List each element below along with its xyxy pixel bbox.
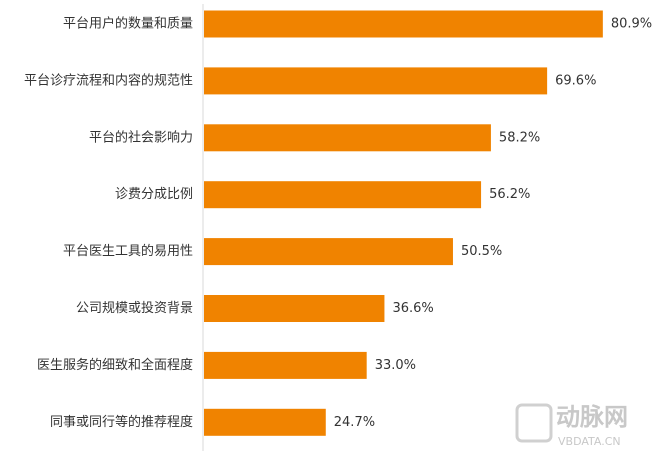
category-label: 同事或同行等的推荐程度 [50, 414, 193, 430]
watermark-name: 动脉网 [556, 403, 628, 431]
value-label: 58.2% [499, 130, 540, 145]
value-label: 50.5% [461, 244, 502, 259]
watermark-logo [515, 403, 553, 443]
bar [204, 124, 491, 152]
category-label: 平台诊疗流程和内容的规范性 [24, 72, 193, 88]
value-label: 80.9% [611, 17, 652, 32]
bar [204, 408, 326, 436]
value-label: 33.0% [375, 358, 416, 373]
value-label: 24.7% [334, 415, 375, 430]
bar [204, 67, 548, 95]
category-label: 公司规模或投资背景 [76, 300, 193, 316]
bar [204, 238, 453, 266]
value-label: 56.2% [489, 187, 530, 202]
category-label: 诊费分成比例 [115, 187, 193, 202]
value-label: 69.6% [555, 73, 596, 88]
category-label: 医生服务的细致和全面程度 [37, 357, 193, 373]
bar [204, 10, 603, 38]
category-label: 平台医生工具的易用性 [63, 243, 193, 259]
value-label: 36.6% [392, 301, 433, 316]
watermark-site: VBDATA.CN [558, 435, 621, 448]
bar [204, 181, 482, 209]
category-label: 平台的社会影响力 [89, 129, 193, 145]
category-label: 平台用户的数量和质量 [63, 16, 193, 32]
bar [204, 295, 385, 322]
bar [204, 351, 367, 379]
